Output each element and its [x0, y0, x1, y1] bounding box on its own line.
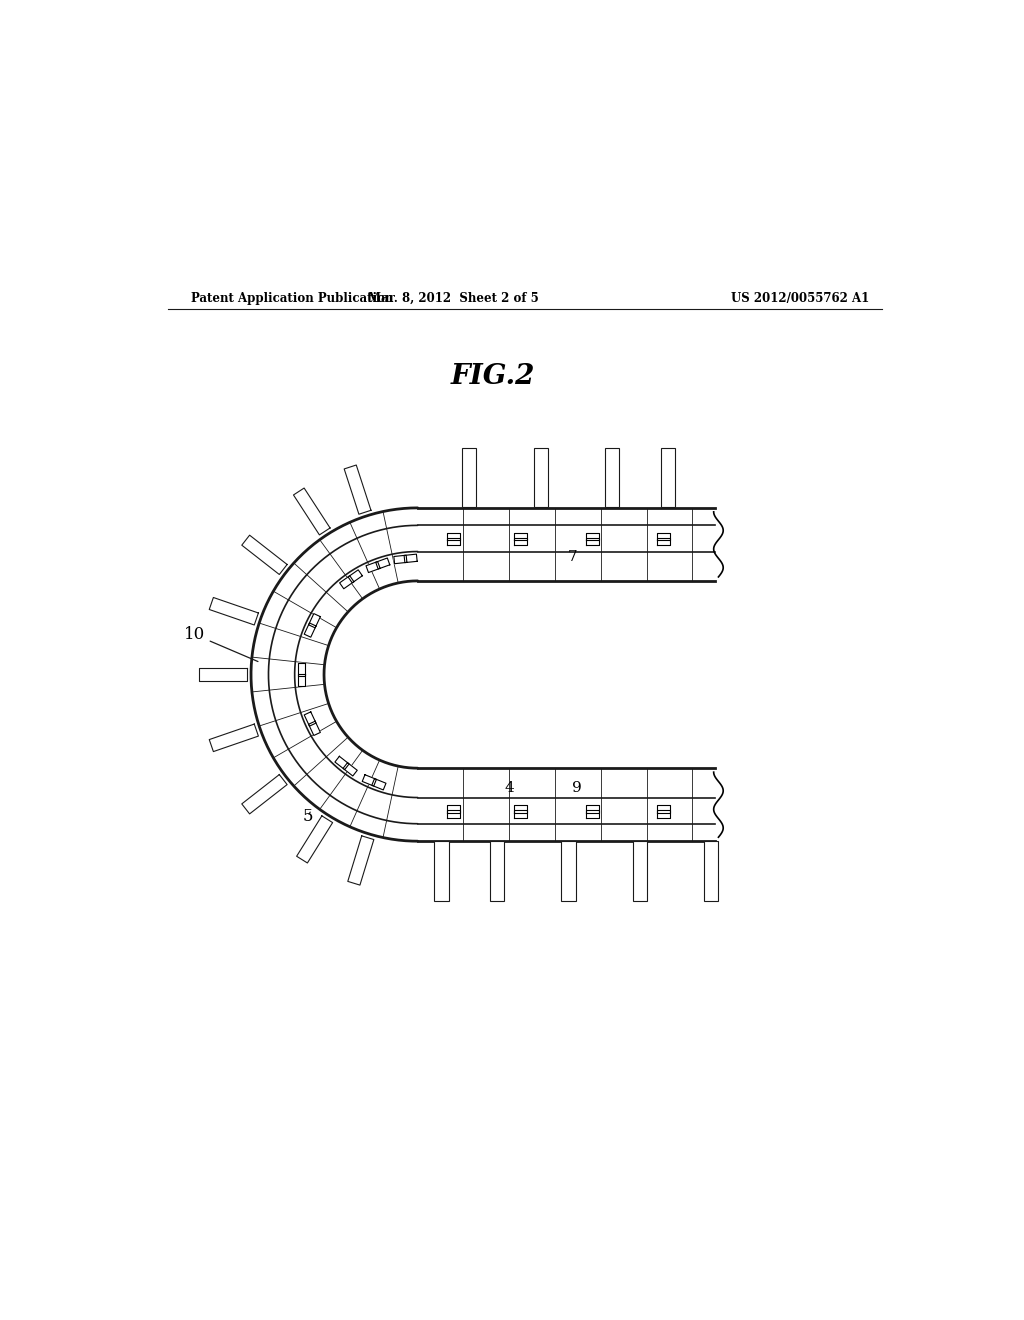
Bar — [633, 841, 647, 900]
Polygon shape — [340, 576, 354, 589]
Polygon shape — [376, 558, 390, 569]
Polygon shape — [298, 673, 305, 686]
Bar — [605, 447, 620, 507]
Text: 10: 10 — [183, 626, 258, 661]
Polygon shape — [304, 623, 316, 638]
Polygon shape — [343, 763, 357, 776]
Text: Patent Application Publication: Patent Application Publication — [191, 292, 394, 305]
Polygon shape — [209, 598, 258, 624]
Polygon shape — [657, 532, 671, 540]
Polygon shape — [344, 465, 371, 515]
Bar — [705, 841, 719, 900]
Polygon shape — [298, 663, 305, 676]
Polygon shape — [362, 775, 377, 787]
Text: Mar. 8, 2012  Sheet 2 of 5: Mar. 8, 2012 Sheet 2 of 5 — [368, 292, 539, 305]
Polygon shape — [394, 556, 407, 564]
Polygon shape — [514, 809, 527, 817]
Polygon shape — [335, 756, 349, 770]
Bar — [660, 447, 675, 507]
Bar — [489, 841, 504, 900]
Bar — [462, 447, 476, 507]
Polygon shape — [348, 836, 374, 886]
Text: 4: 4 — [504, 781, 514, 795]
Polygon shape — [366, 561, 380, 573]
Polygon shape — [308, 614, 321, 628]
Text: 9: 9 — [571, 781, 582, 795]
Polygon shape — [446, 532, 460, 540]
Polygon shape — [586, 809, 599, 817]
Polygon shape — [514, 805, 527, 813]
Polygon shape — [200, 668, 247, 681]
Polygon shape — [404, 554, 417, 562]
Bar — [434, 841, 449, 900]
Text: FIG.2: FIG.2 — [451, 363, 536, 391]
Polygon shape — [446, 537, 460, 545]
Text: 7: 7 — [567, 550, 578, 564]
Polygon shape — [294, 488, 330, 535]
Polygon shape — [657, 805, 671, 813]
Polygon shape — [304, 711, 316, 726]
Polygon shape — [657, 537, 671, 545]
Polygon shape — [446, 809, 460, 817]
Polygon shape — [514, 537, 527, 545]
Bar — [534, 447, 548, 507]
Polygon shape — [586, 537, 599, 545]
Polygon shape — [242, 535, 287, 574]
Polygon shape — [514, 532, 527, 540]
Polygon shape — [242, 775, 287, 814]
Polygon shape — [372, 779, 386, 789]
Polygon shape — [209, 725, 258, 751]
Text: US 2012/0055762 A1: US 2012/0055762 A1 — [731, 292, 869, 305]
Polygon shape — [446, 805, 460, 813]
Bar — [561, 841, 575, 900]
Polygon shape — [297, 816, 333, 863]
Polygon shape — [657, 809, 671, 817]
Polygon shape — [586, 532, 599, 540]
Polygon shape — [586, 805, 599, 813]
Polygon shape — [348, 570, 362, 583]
Polygon shape — [308, 721, 321, 735]
Text: 5: 5 — [303, 808, 313, 825]
